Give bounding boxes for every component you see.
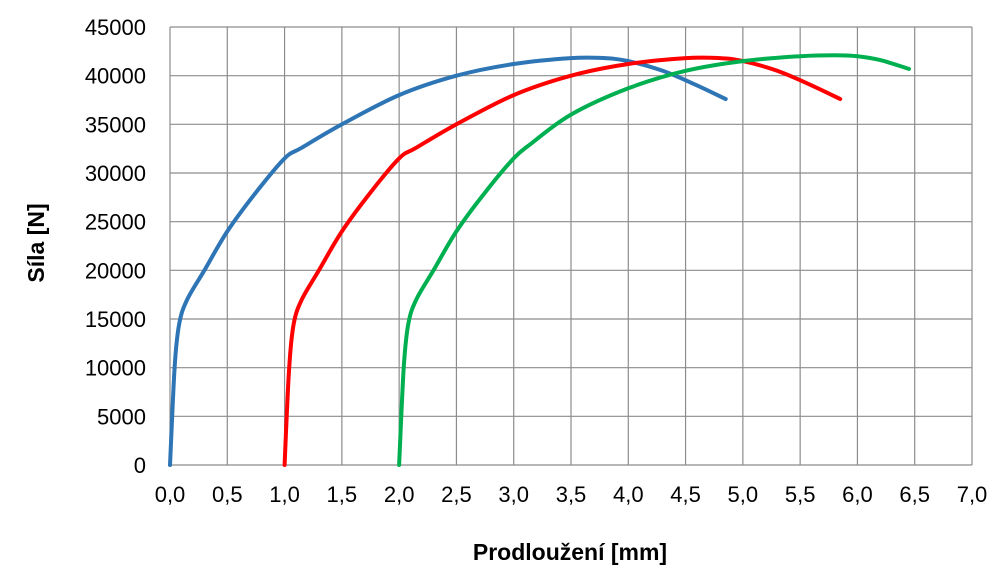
x-tick-label: 4,5 — [670, 482, 701, 507]
x-tick-label: 0,0 — [155, 482, 186, 507]
y-tick-label: 0 — [134, 453, 146, 478]
x-tick-label: 0,5 — [212, 482, 243, 507]
x-tick-label: 2,5 — [441, 482, 472, 507]
x-tick-label: 4,0 — [613, 482, 644, 507]
series-line-1 — [168, 55, 728, 467]
x-tick-label: 1,5 — [327, 482, 358, 507]
series-line-3 — [397, 53, 911, 467]
x-tick-label: 3,0 — [498, 482, 529, 507]
x-tick-label: 5,0 — [728, 482, 759, 507]
x-tick-label: 6,5 — [899, 482, 930, 507]
y-tick-labels: 0 5000 10000 15000 20000 25000 30000 35000 40000… — [85, 15, 146, 478]
y-tick-label: 20000 — [85, 258, 146, 283]
x-tick-label: 2,0 — [384, 482, 415, 507]
y-tick-label: 15000 — [85, 307, 146, 332]
x-tick-label: 6,0 — [842, 482, 873, 507]
x-tick-labels: 0,0 0,5 1,0 1,5 2,0 2,5 3,0 3,5 4,0 4,5 5,0 5,5 6,0 6… — [155, 482, 988, 507]
y-tick-label: 25000 — [85, 210, 146, 235]
y-tick-label: 30000 — [85, 161, 146, 186]
y-tick-label: 10000 — [85, 356, 146, 381]
grid — [169, 26, 973, 466]
x-tick-label: 1,0 — [269, 482, 300, 507]
y-axis-title: Síla [N] — [23, 203, 49, 282]
x-tick-label: 7,0 — [957, 482, 988, 507]
x-tick-label: 3,5 — [556, 482, 587, 507]
y-tick-label: 40000 — [85, 64, 146, 89]
x-axis-title: Prodloužení [mm] — [473, 539, 667, 565]
y-tick-label: 35000 — [85, 112, 146, 137]
x-tick-label: 5,5 — [785, 482, 816, 507]
y-tick-label: 5000 — [97, 404, 146, 429]
series-group — [168, 53, 911, 467]
y-tick-label: 45000 — [85, 15, 146, 40]
